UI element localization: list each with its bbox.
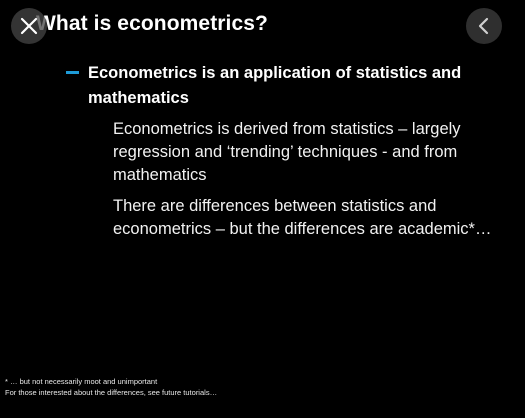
sub-bullet-differences: There are differences between statistics… bbox=[113, 197, 492, 238]
main-bullet-text: Econometrics is an application of statis… bbox=[88, 64, 462, 107]
bullet-dash bbox=[66, 71, 79, 74]
close-icon bbox=[20, 17, 38, 35]
footnote: * … but not necessarily moot and unimpor… bbox=[5, 377, 158, 386]
back-button[interactable] bbox=[466, 8, 502, 44]
chevron-left-icon bbox=[478, 17, 489, 35]
footnote: For those interested about the differenc… bbox=[5, 388, 218, 397]
sub-bullet-derived: Econometrics is derived from statistics … bbox=[113, 120, 461, 184]
slide-title: What is econometrics? bbox=[36, 12, 268, 35]
close-button[interactable] bbox=[11, 8, 47, 44]
